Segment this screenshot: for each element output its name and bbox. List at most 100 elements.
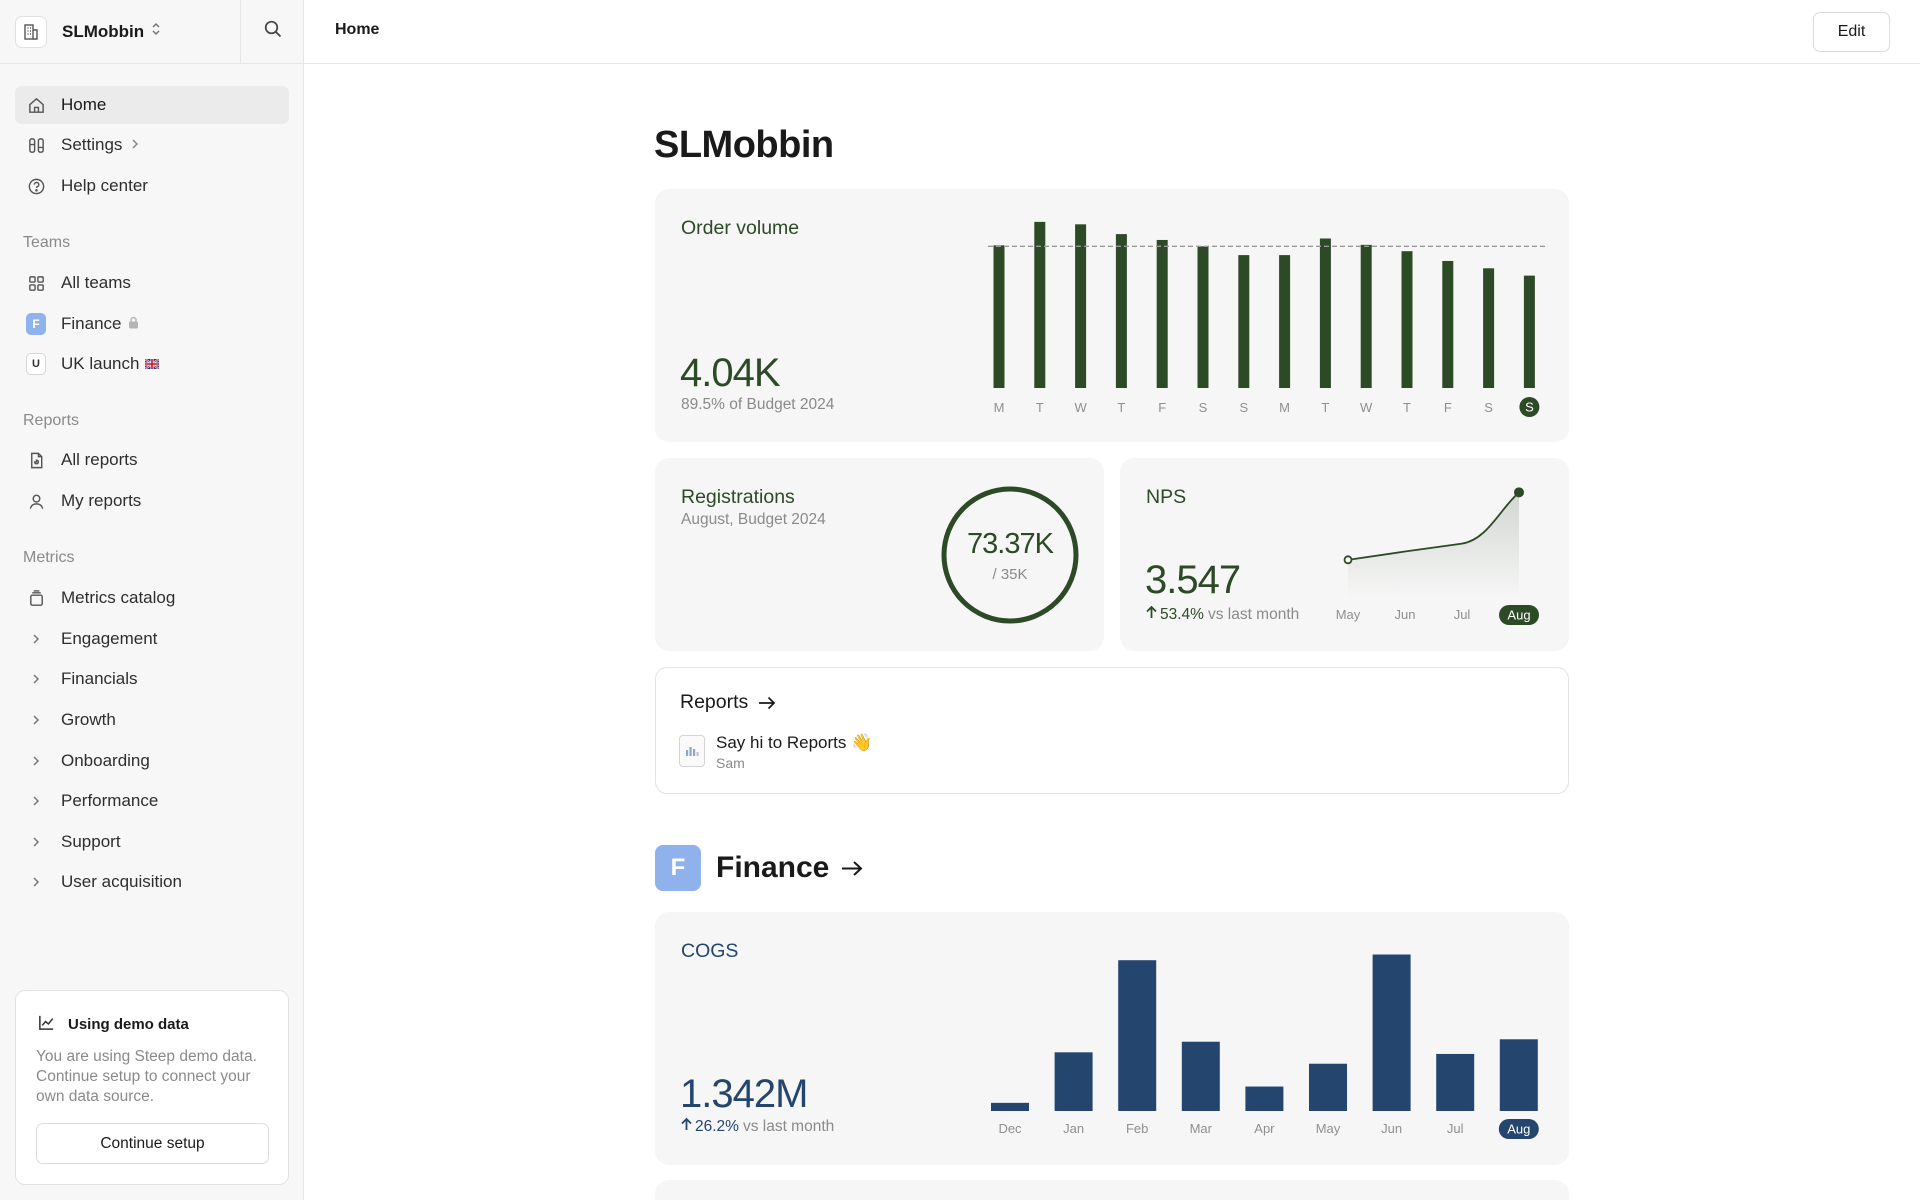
order-volume-tick-label: T xyxy=(1117,400,1125,415)
user-icon xyxy=(26,491,46,511)
order-volume-bar xyxy=(1115,234,1127,388)
sidebar-item-label: Finance xyxy=(61,314,122,333)
chevron-right-icon xyxy=(26,669,46,689)
sidebar-item-my-reports[interactable]: My reports xyxy=(15,482,289,520)
sidebar-item-label: My reports xyxy=(61,491,142,510)
order-volume-tick-label: W xyxy=(1074,400,1087,415)
order-volume-tick-label: F xyxy=(1444,400,1452,415)
cogs-value: 1.342M xyxy=(680,1072,808,1116)
sidebar-item-growth[interactable]: Growth xyxy=(15,701,289,739)
finance-title: Finance xyxy=(716,851,830,884)
sidebar-item-performance[interactable]: Performance xyxy=(15,782,289,820)
registrations-target: / 35K xyxy=(992,566,1028,583)
cogs-chart: Dec Jan Feb Mar Apr May Jun Jul Aug xyxy=(991,954,1539,1139)
reports-link[interactable]: Reports xyxy=(680,691,776,714)
order-volume-bar xyxy=(1360,244,1372,388)
sidebar-item-label: Performance xyxy=(61,791,159,810)
sidebar-item-label: Onboarding xyxy=(61,751,150,770)
sidebar-item-financials[interactable]: Financials xyxy=(15,660,289,698)
arrow-up-icon xyxy=(1145,605,1158,624)
arrow-right-icon xyxy=(759,696,776,709)
order-volume-card[interactable]: Order volume 4.04K 89.5% of Budget 2024 … xyxy=(655,189,1569,442)
order-volume-tick-label: M xyxy=(994,400,1005,415)
sidebar-item-support[interactable]: Support xyxy=(15,823,289,861)
nps-card[interactable]: NPS 3.547 53.4% vs last month May Jun Jul A… xyxy=(1120,458,1569,651)
order-volume-tick-label: F xyxy=(1158,400,1166,415)
nps-area xyxy=(1348,492,1519,598)
order-volume-tick-label: S xyxy=(1525,400,1534,415)
demo-data-title: Using demo data xyxy=(68,1016,189,1033)
sidebar-item-user-acquisition[interactable]: User acquisition xyxy=(15,863,289,901)
cogs-bar xyxy=(1245,1086,1284,1111)
cogs-bar xyxy=(1499,1039,1538,1111)
sidebar-item-all-teams[interactable]: All teams xyxy=(15,264,289,302)
demo-data-description: You are using Steep demo data. Continue … xyxy=(36,1048,257,1105)
continue-setup-button[interactable]: Continue setup xyxy=(36,1123,269,1164)
sidebar-item-metrics-catalog[interactable]: Metrics catalog xyxy=(15,579,289,617)
finance-section-link[interactable]: F Finance xyxy=(655,845,863,891)
registrations-card[interactable]: Registrations August, Budget 2024 73.37K… xyxy=(655,458,1104,651)
sidebar-item-label: Home xyxy=(61,95,107,114)
building-icon xyxy=(15,15,47,48)
uk-flag-icon xyxy=(145,359,160,369)
sidebar-item-finance[interactable]: F Finance xyxy=(15,305,289,343)
order-volume-value: 4.04K xyxy=(680,351,781,395)
sidebar-item-engagement[interactable]: Engagement xyxy=(15,620,289,658)
nps-value: 3.547 xyxy=(1145,558,1241,602)
cogs-bar xyxy=(1309,1063,1347,1111)
order-volume-day-highlight xyxy=(1519,397,1540,417)
top-bar: Home Edit xyxy=(304,0,1920,64)
report-list-item[interactable]: Say hi to Reports 👋 Sam xyxy=(679,733,872,771)
sidebar-item-label: All reports xyxy=(61,450,138,469)
sidebar-item-uk-launch[interactable]: U UK launch xyxy=(15,345,289,383)
sidebar-item-label: User acquisition xyxy=(61,872,182,891)
next-metric-card[interactable] xyxy=(655,1180,1569,1200)
cogs-tick-label: Dec xyxy=(998,1121,1022,1136)
cogs-tick-label: May xyxy=(1316,1121,1341,1136)
order-volume-tick-label: W xyxy=(1360,400,1373,415)
line-chart-icon xyxy=(37,1013,56,1036)
chevron-right-icon xyxy=(130,135,140,155)
cogs-title: COGS xyxy=(681,940,739,962)
order-volume-bar xyxy=(1401,251,1413,388)
chevron-right-icon xyxy=(26,710,46,730)
nps-tick-label-highlight xyxy=(1499,605,1539,625)
section-title-teams: Teams xyxy=(23,234,71,251)
chevron-right-icon xyxy=(26,751,46,771)
sidebar-item-onboarding[interactable]: Onboarding xyxy=(15,742,289,780)
report-item-title: Say hi to Reports 👋 xyxy=(716,733,873,752)
cogs-bar xyxy=(1118,960,1157,1111)
archive-icon xyxy=(26,588,46,608)
sidebar-item-help-center[interactable]: Help center xyxy=(15,167,289,205)
registrations-value: 73.37K xyxy=(967,528,1054,560)
order-volume-tick-label: M xyxy=(1279,400,1290,415)
settings-sliders-icon xyxy=(26,135,46,155)
order-volume-bar xyxy=(1156,239,1168,388)
registrations-title: Registrations xyxy=(681,486,795,508)
report-file-icon xyxy=(26,450,46,470)
sidebar-item-home[interactable]: Home xyxy=(15,86,289,124)
order-volume-tick-label: T xyxy=(1321,400,1329,415)
search-button[interactable] xyxy=(241,0,304,64)
chevron-right-icon xyxy=(26,791,46,811)
cogs-tick-label: Mar xyxy=(1190,1121,1213,1136)
cogs-tick-label: Jan xyxy=(1063,1121,1084,1136)
order-volume-bar xyxy=(1442,260,1454,388)
order-volume-subtitle: 89.5% of Budget 2024 xyxy=(681,396,835,413)
sidebar-item-settings[interactable]: Settings xyxy=(15,126,289,164)
sidebar: SLMobbin Home Settings Help center Teams xyxy=(0,0,304,1200)
workspace-switcher[interactable]: SLMobbin xyxy=(0,0,241,64)
sidebar-item-label: Growth xyxy=(61,710,116,729)
grid-icon xyxy=(26,273,46,293)
page-title: SLMobbin xyxy=(654,124,834,166)
order-volume-bar xyxy=(1238,255,1250,388)
edit-button[interactable]: Edit xyxy=(1813,12,1890,52)
order-volume-bar xyxy=(1523,275,1535,388)
nps-title: NPS xyxy=(1146,486,1187,508)
cogs-card[interactable]: COGS 1.342M 26.2% vs last month Dec Jan Fe… xyxy=(655,912,1569,1165)
nps-change-suffix: vs last month xyxy=(1207,605,1300,623)
sidebar-item-all-reports[interactable]: All reports xyxy=(15,441,289,479)
nps-tick-label: Aug xyxy=(1507,608,1530,623)
